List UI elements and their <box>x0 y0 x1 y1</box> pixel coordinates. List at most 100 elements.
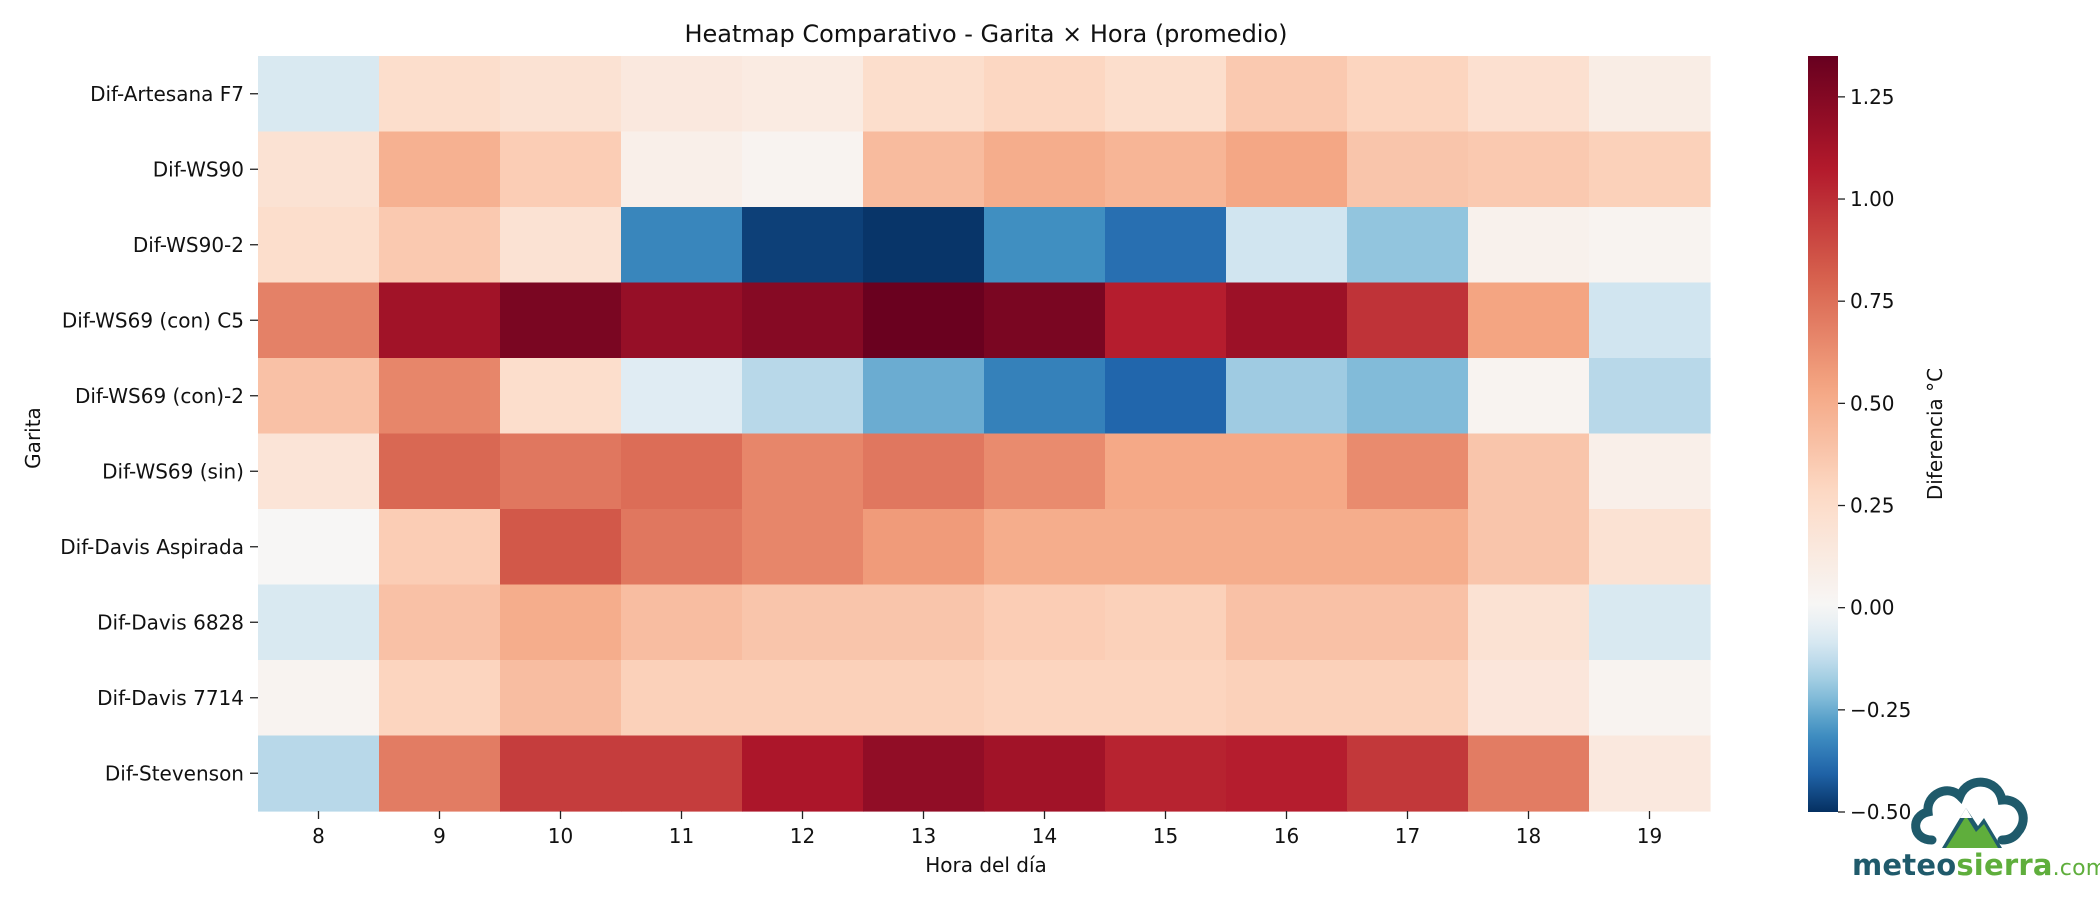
y-tick-label: Dif-Artesana F7 <box>90 82 244 106</box>
heatmap-cell <box>1347 584 1469 661</box>
heatmap-cell <box>1347 509 1469 586</box>
heatmap-cell <box>984 282 1106 359</box>
heatmap-cell <box>863 509 985 586</box>
heatmap-cell <box>258 584 380 661</box>
heatmap-cell <box>863 207 985 284</box>
heatmap-cell <box>1468 131 1590 208</box>
heatmap-cell <box>1226 433 1348 510</box>
heatmap-cell <box>984 207 1106 284</box>
heatmap-cell <box>621 207 743 284</box>
heatmap-cell <box>258 735 380 812</box>
heatmap-cell <box>500 282 622 359</box>
y-tick-label: Dif-WS90-2 <box>133 233 244 257</box>
heatmap-cell <box>1468 282 1590 359</box>
x-tick-label: 19 <box>1637 824 1662 848</box>
heatmap-cell <box>1468 433 1590 510</box>
heatmap-cell <box>500 56 622 133</box>
heatmap-cell <box>1226 56 1348 133</box>
heatmap-cell <box>1105 660 1227 737</box>
heatmap-cell <box>1226 735 1348 812</box>
heatmap-cell <box>742 660 864 737</box>
x-tick-label: 18 <box>1516 824 1541 848</box>
heatmap-cell <box>1105 207 1227 284</box>
colorbar-tick-label: 1.25 <box>1850 85 1895 109</box>
heatmap-cell <box>1589 358 1711 435</box>
heatmap-cell <box>742 735 864 812</box>
heatmap-cell <box>258 660 380 737</box>
heatmap-cell <box>1589 433 1711 510</box>
x-tick-label: 17 <box>1395 824 1420 848</box>
heatmap-cell <box>1105 56 1227 133</box>
heatmap-cell <box>379 509 501 586</box>
heatmap-cell <box>500 584 622 661</box>
heatmap-cell <box>1347 735 1469 812</box>
heatmap-cell <box>742 282 864 359</box>
heatmap-cell <box>500 207 622 284</box>
heatmap-cell <box>500 509 622 586</box>
heatmap-cell <box>1589 56 1711 133</box>
heatmap-cell <box>621 735 743 812</box>
colorbar-tick-label: −0.25 <box>1850 698 1911 722</box>
heatmap-cell <box>984 56 1106 133</box>
heatmap-cell <box>258 56 380 133</box>
heatmap-cells <box>258 56 1711 812</box>
y-tick-label: Dif-Davis 7714 <box>97 686 244 710</box>
heatmap-cell <box>621 509 743 586</box>
logo-text-domain: .com <box>2052 856 2100 881</box>
y-tick-label: Dif-WS69 (con) C5 <box>62 308 244 332</box>
heatmap-cell <box>1589 207 1711 284</box>
heatmap-cell <box>379 735 501 812</box>
heatmap-cell <box>1105 433 1227 510</box>
colorbar-tick-label: 0.00 <box>1850 596 1895 620</box>
logo-text-sierra: sierra <box>1956 848 2053 882</box>
heatmap-cell <box>863 282 985 359</box>
heatmap-cell <box>863 735 985 812</box>
colorbar <box>1808 56 1838 812</box>
heatmap-cell <box>863 660 985 737</box>
heatmap-cell <box>742 433 864 510</box>
heatmap-cell <box>258 207 380 284</box>
y-axis-label: Garita <box>21 407 45 469</box>
heatmap-cell <box>258 433 380 510</box>
y-tick-label: Dif-Davis 6828 <box>97 610 244 634</box>
heatmap-cell <box>1468 660 1590 737</box>
heatmap-cell <box>1226 660 1348 737</box>
heatmap-cell <box>1589 131 1711 208</box>
colorbar-tick-label: 0.25 <box>1850 494 1895 518</box>
chart-title: Heatmap Comparativo - Garita × Hora (pro… <box>684 20 1287 48</box>
heatmap-cell <box>1105 509 1227 586</box>
heatmap-cell <box>500 660 622 737</box>
heatmap-cell <box>379 56 501 133</box>
heatmap-cell <box>1226 509 1348 586</box>
heatmap-cell <box>379 131 501 208</box>
heatmap-cell <box>1347 433 1469 510</box>
y-tick-label: Dif-WS69 (con)-2 <box>75 384 244 408</box>
logo-text-meteo: meteo <box>1852 848 1957 882</box>
heatmap-cell <box>1347 131 1469 208</box>
heatmap-cell <box>621 282 743 359</box>
heatmap-cell <box>1347 282 1469 359</box>
heatmap-cell <box>1589 584 1711 661</box>
colorbar-tick-label: −0.50 <box>1850 800 1911 824</box>
heatmap-cell <box>1347 207 1469 284</box>
heatmap-cell <box>984 584 1106 661</box>
x-axis-label: Hora del día <box>925 853 1047 877</box>
heatmap-cell <box>1589 735 1711 812</box>
heatmap-cell <box>984 660 1106 737</box>
heatmap-cell <box>621 56 743 133</box>
heatmap-cell <box>1468 584 1590 661</box>
heatmap-cell <box>379 282 501 359</box>
heatmap-cell <box>742 56 864 133</box>
heatmap-cell <box>621 131 743 208</box>
heatmap-cell <box>984 735 1106 812</box>
y-axis: Dif-Artesana F7 Dif-WS90 Dif-WS90-2 Dif-WS6… <box>60 82 258 785</box>
heatmap-cell <box>621 660 743 737</box>
heatmap-cell <box>1468 509 1590 586</box>
x-tick-label: 15 <box>1153 824 1178 848</box>
colorbar-tick-label: 0.50 <box>1850 391 1895 415</box>
heatmap-cell <box>1347 660 1469 737</box>
heatmap-cell <box>1468 358 1590 435</box>
heatmap-cell <box>379 358 501 435</box>
x-tick-label: 14 <box>1032 824 1057 848</box>
